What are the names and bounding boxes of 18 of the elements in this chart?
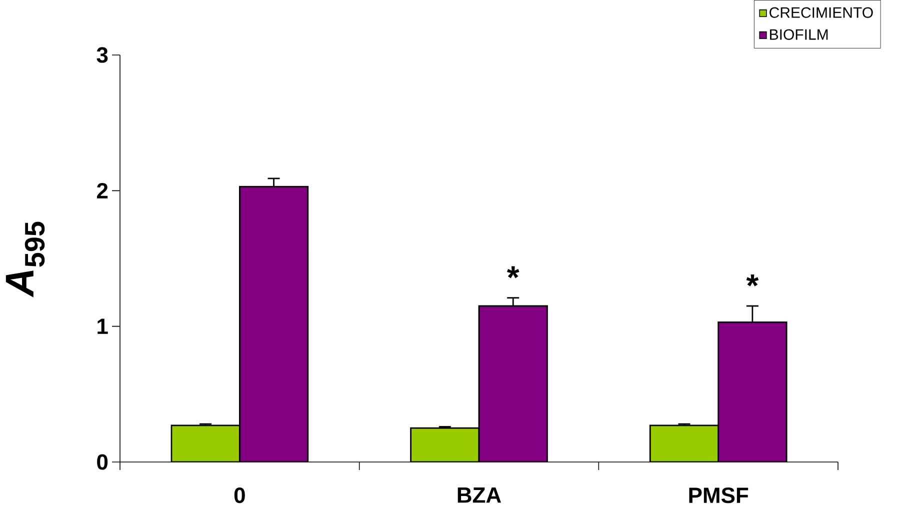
y-axis-title: A$_{595}$ bbox=[6, 222, 45, 298]
legend-label: BIOFILM bbox=[770, 29, 828, 40]
y-tick-label: 2 bbox=[97, 182, 108, 198]
x-tick-label: BZA bbox=[458, 488, 502, 503]
x-tick-label: PMSF bbox=[689, 488, 748, 504]
bar bbox=[718, 322, 788, 462]
legend-label: CRECIMIENTO bbox=[770, 7, 873, 18]
bar bbox=[238, 186, 309, 462]
bar bbox=[410, 427, 480, 462]
bar bbox=[170, 424, 240, 462]
x-tick-label: 0 bbox=[234, 488, 245, 504]
y-tick-label: 1 bbox=[98, 318, 108, 334]
bar bbox=[649, 424, 720, 462]
annotation: * bbox=[746, 274, 759, 286]
bar bbox=[478, 305, 548, 462]
annotation: * bbox=[506, 266, 520, 278]
y-tick-label: 0 bbox=[97, 454, 108, 470]
y-tick-label: 3 bbox=[96, 47, 108, 63]
